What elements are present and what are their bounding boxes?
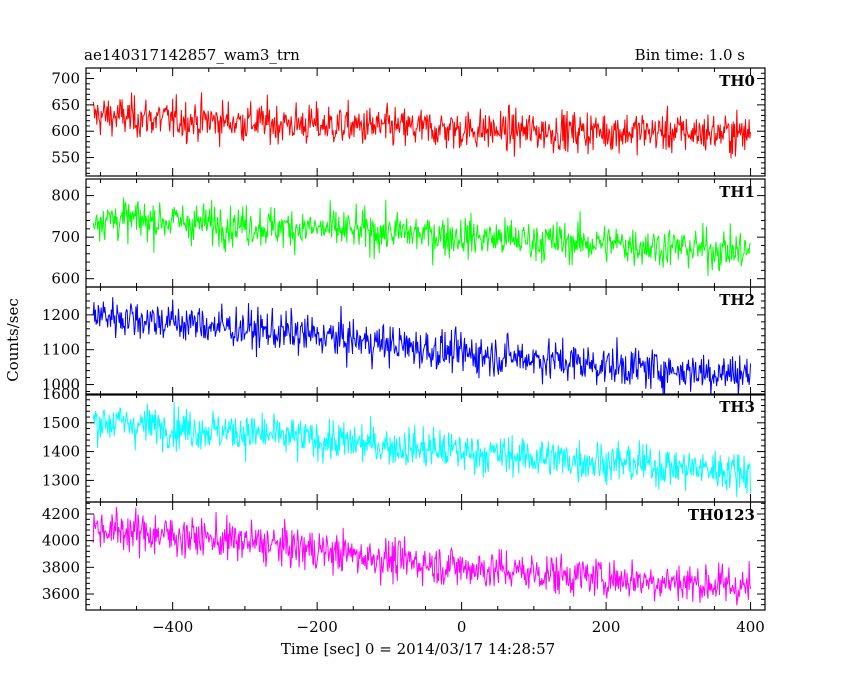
x-tick-label: −400 (152, 618, 193, 636)
y-tick-label: 550 (51, 149, 80, 167)
series-line-th0 (92, 92, 752, 159)
panel-label-th1: TH1 (719, 183, 755, 201)
x-tick-label: 200 (592, 618, 621, 636)
y-axis-label: Counts/sec (4, 298, 22, 382)
y-tick-label: 3600 (42, 585, 80, 603)
y-tick-label: 1400 (42, 443, 80, 461)
y-tick-label: 1600 (42, 385, 80, 403)
y-tick-label: 650 (51, 96, 80, 114)
panel-label-th0: TH0 (719, 72, 755, 90)
series-line-th3 (92, 401, 752, 498)
panels-group: 550 600 650 700 TH0 600 700 800 TH1 1000 1100 1200 T… (42, 67, 766, 611)
y-tick-label: 1500 (42, 414, 80, 432)
y-tick-label: 800 (51, 187, 80, 205)
x-tick-label: 0 (457, 618, 467, 636)
y-tick-label: 700 (51, 70, 80, 88)
x-axis-label: Time [sec] 0 = 2014/03/17 14:28:57 (281, 640, 555, 658)
panel-label-th0123: TH0123 (688, 506, 755, 524)
panel-label-th2: TH2 (719, 291, 755, 309)
y-tick-label: 600 (51, 270, 80, 288)
chart-title: ae140317142857_wam3_trn (84, 46, 300, 64)
panel-th2: 1000 1100 1200 TH2 (42, 286, 766, 396)
bin-time-label: Bin time: 1.0 s (635, 46, 745, 64)
y-tick-label: 700 (51, 228, 80, 246)
panel-frame (85, 178, 766, 288)
x-tick-label: −200 (297, 618, 338, 636)
y-tick-label: 1000 (42, 376, 80, 394)
y-tick-label: 1300 (42, 471, 80, 489)
y-tick-label: 4200 (42, 505, 80, 523)
panel-label-th3: TH3 (719, 398, 755, 416)
y-tick-label: 4000 (42, 532, 80, 550)
y-tick-label: 1200 (42, 306, 80, 324)
x-axis: −400 −200 0 200 400 (152, 618, 765, 636)
panel-th0: 550 600 650 700 TH0 (51, 67, 766, 177)
panel-th1: 600 700 800 TH1 (51, 178, 766, 288)
y-tick-label: 1100 (42, 341, 80, 359)
y-tick-label: 3800 (42, 558, 80, 576)
series-line-th0123 (92, 507, 752, 606)
series-line-th2 (92, 297, 752, 395)
x-tick-label: 400 (736, 618, 765, 636)
panel-th3: 1300 1400 1500 1600 TH3 (42, 385, 766, 503)
panel-frame (85, 393, 766, 503)
series-line-th1 (92, 197, 751, 276)
y-tick-label: 600 (51, 122, 80, 140)
panel-th0123: 3600 3800 4000 4200 TH0123 (42, 501, 766, 611)
